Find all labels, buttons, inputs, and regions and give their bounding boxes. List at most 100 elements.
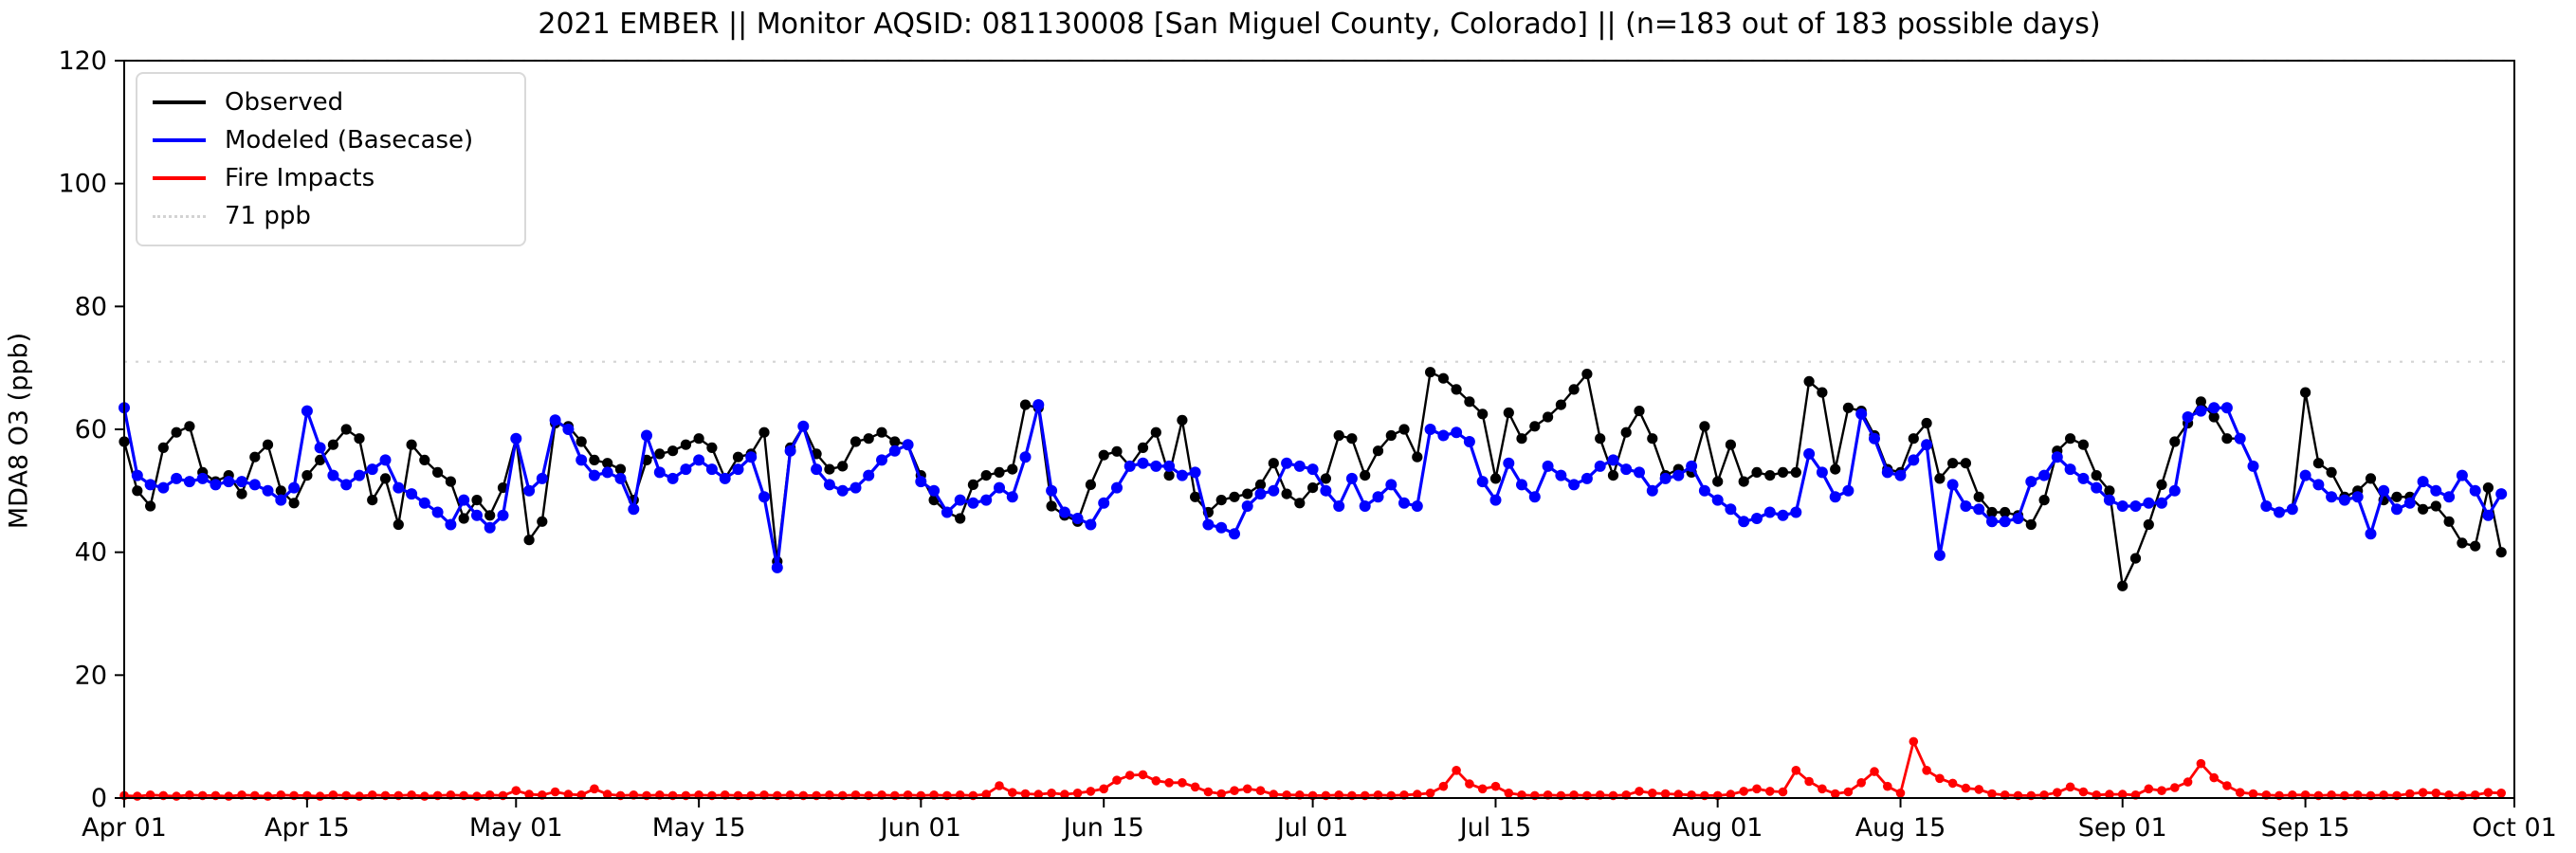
data-point [157, 481, 170, 494]
data-point [1842, 402, 1854, 413]
data-point [1855, 408, 1868, 420]
data-point [1698, 484, 1710, 497]
data-point [1242, 488, 1253, 499]
series-line-observed [122, 371, 2503, 588]
data-point [2182, 411, 2194, 423]
data-point [1946, 479, 1959, 491]
data-point [1255, 786, 1266, 795]
data-point [1111, 445, 1123, 457]
data-point [1974, 785, 1983, 794]
data-point [575, 436, 587, 447]
data-point [2208, 402, 2220, 414]
data-point [458, 494, 470, 506]
data-point [367, 495, 378, 506]
data-point [680, 463, 692, 476]
data-point [458, 513, 469, 524]
chart-title: 2021 EMBER || Monitor AQSID: 081130008 [… [538, 8, 2101, 41]
data-point [497, 509, 509, 521]
data-point [327, 439, 338, 450]
data-point [888, 445, 901, 457]
data-point [1829, 491, 1841, 503]
data-point [523, 535, 535, 546]
data-point [2065, 782, 2075, 792]
data-point [1385, 429, 1397, 442]
data-point [1476, 476, 1489, 488]
data-point [2025, 476, 2037, 488]
data-point [797, 420, 810, 432]
data-point [2104, 485, 2115, 497]
data-point [1751, 466, 1763, 478]
data-point [2418, 503, 2429, 515]
data-point [1712, 476, 1724, 487]
data-point [315, 791, 325, 801]
data-point [1908, 454, 1920, 466]
data-point [602, 458, 613, 469]
y-tick-label: 120 [58, 46, 107, 76]
data-point [1908, 433, 1919, 445]
data-point [419, 454, 430, 465]
data-point [1489, 473, 1502, 484]
data-point [157, 442, 169, 453]
data-point [1293, 460, 1306, 472]
data-point [954, 494, 966, 506]
observed-line-swatch [153, 100, 206, 104]
data-point [967, 497, 979, 509]
data-point [1058, 506, 1070, 518]
data-point [1268, 484, 1280, 497]
data-point [1909, 736, 1919, 747]
data-point [1699, 421, 1710, 432]
x-tick-label: Aug 15 [1855, 813, 1946, 843]
data-point [1085, 479, 1096, 490]
data-point [2351, 491, 2364, 503]
data-point [1646, 484, 1658, 497]
data-point [1647, 433, 1658, 445]
data-point [1437, 429, 1450, 442]
data-point [1438, 781, 1449, 791]
data-point [1504, 789, 1514, 798]
data-point [1203, 787, 1214, 797]
x-tick-label: May 01 [469, 813, 563, 843]
data-point [955, 513, 966, 524]
y-tick-label: 80 [75, 292, 107, 321]
data-point [133, 791, 142, 801]
data-point [171, 426, 182, 438]
data-point [248, 479, 261, 491]
data-point [2195, 396, 2206, 408]
data-point [2430, 484, 2442, 497]
data-point [2156, 497, 2167, 509]
data-point [1607, 470, 1619, 481]
x-tick-label: Oct 01 [2472, 813, 2557, 843]
data-point [1961, 783, 1971, 793]
data-point [1555, 399, 1566, 410]
data-point [863, 469, 875, 481]
data-point [981, 789, 991, 799]
data-point [2065, 433, 2076, 445]
data-point [497, 481, 509, 494]
data-point [889, 436, 901, 447]
data-point [524, 789, 534, 799]
data-point [1726, 789, 1736, 799]
data-point [2091, 470, 2102, 481]
data-point [2403, 497, 2416, 509]
data-point [2143, 497, 2155, 509]
data-point [2443, 491, 2456, 503]
data-point [693, 454, 705, 466]
legend-item-fire: Fire Impacts [153, 159, 507, 197]
data-point [1947, 778, 1958, 789]
data-point [1437, 372, 1449, 384]
data-point [1398, 497, 1410, 509]
data-point [589, 454, 600, 465]
y-tick-label: 20 [75, 661, 107, 690]
data-point [562, 424, 575, 435]
data-point [1986, 506, 1998, 518]
data-point [1477, 408, 1489, 420]
data-point [1960, 458, 1971, 469]
data-point [484, 521, 496, 534]
data-point [2430, 500, 2441, 512]
data-point [1543, 411, 1554, 423]
data-point [510, 432, 522, 445]
data-point [1071, 513, 1084, 524]
data-point [445, 476, 456, 487]
data-point [1413, 789, 1422, 799]
